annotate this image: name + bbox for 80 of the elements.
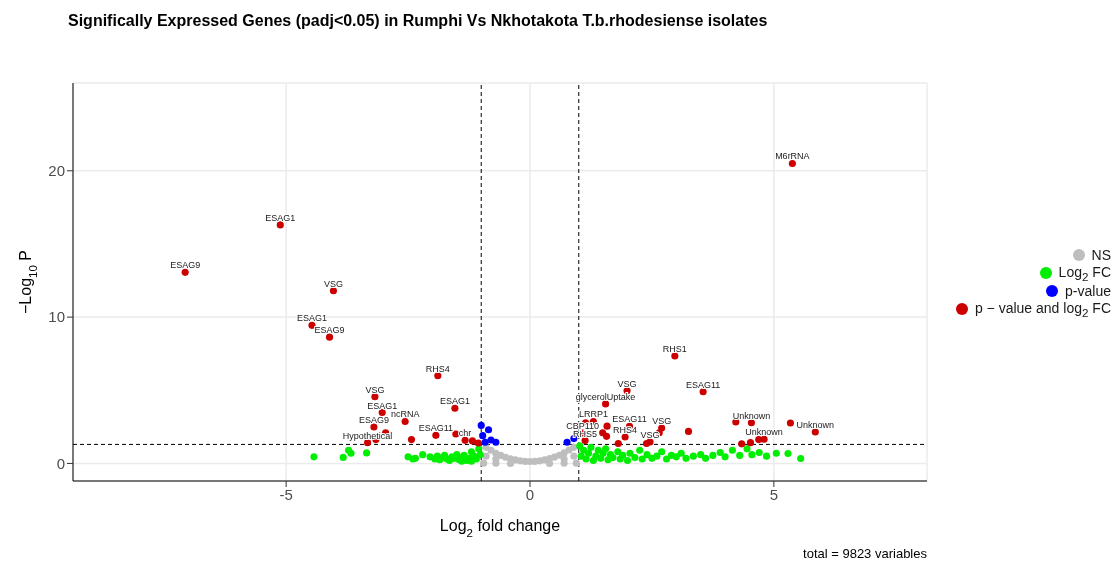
point [477, 421, 485, 429]
point [811, 428, 819, 436]
x-tick-label: 5 [769, 485, 779, 503]
point [603, 432, 611, 440]
annotation: ESAG1 [367, 400, 398, 411]
point [788, 159, 796, 168]
point [642, 439, 651, 448]
point [468, 437, 477, 445]
point [276, 221, 284, 229]
point [474, 439, 482, 447]
legend-label: NS [1091, 247, 1111, 263]
point [563, 438, 571, 446]
annotation: ESAG1 [265, 212, 296, 223]
point [325, 333, 334, 341]
point [738, 440, 746, 448]
annotation: RHS4 [613, 424, 638, 435]
text: total = 9823 variables [802, 546, 927, 561]
annotation: CBP110 [566, 421, 600, 432]
annotation: ESAG11 [612, 414, 647, 425]
point [461, 436, 469, 444]
point [434, 372, 442, 380]
annotation: ncRNA [390, 409, 420, 420]
legend-label: Log$_{2}$ FC [1058, 263, 1111, 283]
annotation: VSG [323, 278, 343, 289]
point [451, 404, 459, 412]
annotation: VSG [365, 384, 385, 395]
point [747, 419, 755, 427]
point [581, 437, 589, 445]
annotation: ESAG11 [685, 379, 721, 390]
annotation: ESAG9 [314, 325, 345, 336]
point [181, 268, 189, 276]
annotation: VSG [640, 429, 660, 440]
point [603, 422, 611, 430]
annotation: VSG [652, 416, 672, 427]
annotation: LRRP1 [578, 409, 608, 420]
annotation: Unknown [745, 427, 783, 438]
legend-label: p-value [1065, 283, 1111, 299]
annotation: VSG [617, 378, 637, 389]
annotation: M6rRNA [775, 151, 810, 162]
annotation: chr [458, 428, 472, 439]
point [329, 287, 338, 295]
point [621, 433, 629, 441]
point [370, 423, 378, 431]
annotation: ESAG9 [170, 260, 201, 271]
annotation: ESAG1 [439, 396, 470, 407]
chart-title: Significally Expressed Genes (padj<0.05) in Rumphi Vs Nkhotakota T.b.rhodesiense isolates [67, 11, 769, 31]
annotation: RHS4 [425, 363, 450, 374]
point [671, 352, 679, 360]
point [572, 459, 580, 467]
annotation: RHS1 [662, 344, 687, 355]
x-tick-label: 0 [525, 485, 535, 503]
point [432, 431, 440, 439]
point [614, 439, 622, 448]
point [684, 427, 693, 435]
point [786, 419, 795, 427]
point [746, 439, 755, 447]
annotation: Unknown [732, 410, 771, 421]
annotation: Unknown [796, 419, 835, 430]
point [371, 393, 379, 401]
point [401, 417, 409, 426]
point [699, 388, 707, 396]
y-tick-label: 0 [56, 454, 65, 472]
annotation: ESAG9 [358, 415, 389, 426]
point [492, 438, 500, 446]
annotation: ESAG11 [418, 423, 454, 434]
y-tick-label: 20 [48, 162, 65, 180]
annotation: ESAG1 [296, 313, 327, 324]
annotation: glycerolUptake [575, 391, 636, 402]
point [480, 459, 488, 467]
x-tick-label: -5 [279, 485, 293, 503]
point [755, 436, 763, 444]
point [479, 432, 487, 440]
point [481, 438, 489, 446]
point [308, 321, 316, 329]
point [407, 436, 416, 444]
point [570, 452, 578, 460]
x-axis-title: Log$_{2}$ fold change [439, 517, 561, 539]
y-tick-label: 10 [48, 308, 65, 326]
legend-label: p − value and log$_{2}$ FC [974, 299, 1111, 319]
point [484, 426, 493, 434]
